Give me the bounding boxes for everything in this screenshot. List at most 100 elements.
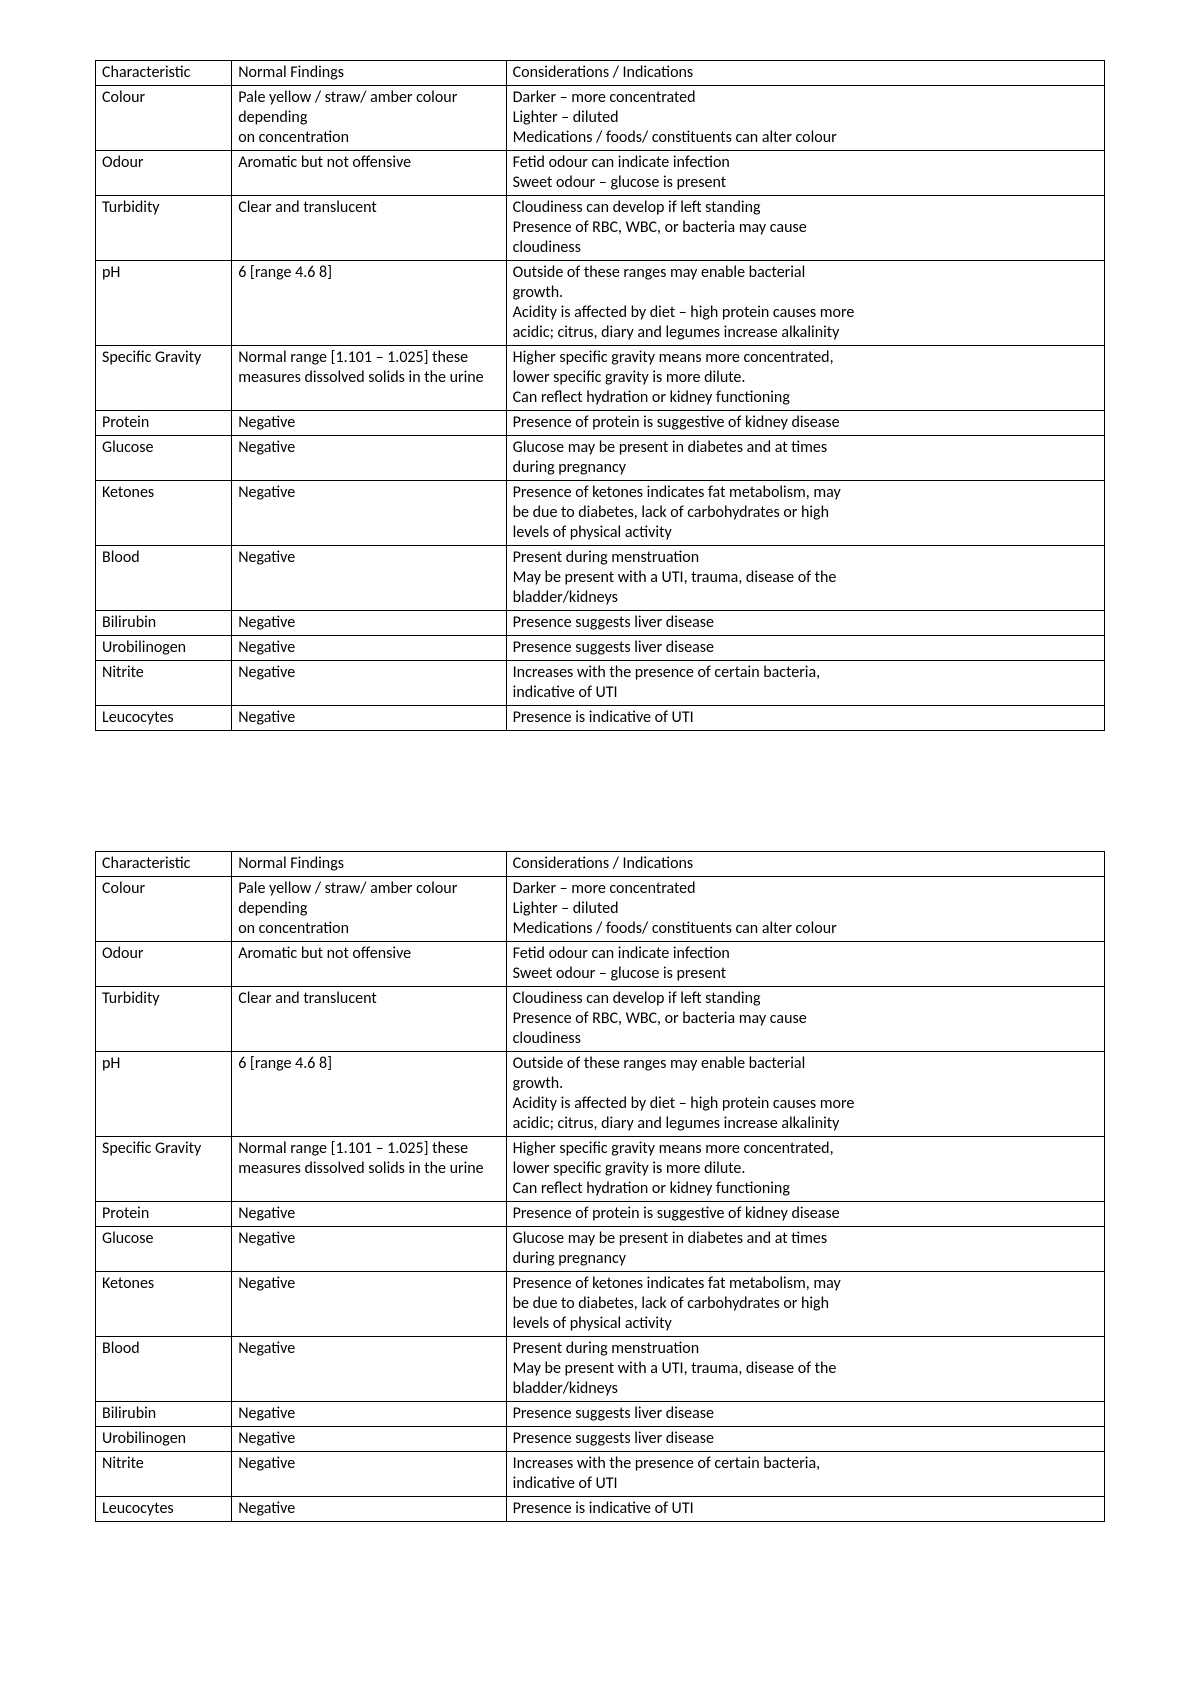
table-cell: Cloudiness can develop if left standingP…: [506, 987, 1104, 1052]
table-cell: Aromatic but not offensive: [232, 942, 506, 987]
table-cell: Negative: [232, 411, 506, 436]
cell-line: Medications / foods/ constituents can al…: [513, 919, 1098, 939]
urinalysis-table-2: CharacteristicNormal FindingsConsiderati…: [95, 851, 1105, 1522]
table-cell: Leucocytes: [96, 706, 232, 731]
table-cell: Blood: [96, 546, 232, 611]
cell-line: levels of physical activity: [513, 1314, 1098, 1334]
cell-line: be due to diabetes, lack of carbohydrate…: [513, 503, 1098, 523]
cell-line: Negative: [238, 1429, 499, 1449]
cell-line: Presence suggests liver disease: [513, 638, 1098, 658]
cell-line: Presence of ketones indicates fat metabo…: [513, 1274, 1098, 1294]
table-cell: Negative: [232, 661, 506, 706]
cell-line: Negative: [238, 1204, 499, 1224]
table-row: NitriteNegativeIncreases with the presen…: [96, 1452, 1105, 1497]
table-row: Leucocytes Negative Presence is indicative…: [96, 706, 1105, 731]
table-cell: Negative: [232, 611, 506, 636]
cell-line: bladder/kidneys: [513, 588, 1098, 608]
cell-line: Lighter – diluted: [513, 899, 1098, 919]
table-cell: Presence suggests liver disease: [506, 1427, 1104, 1452]
table-cell: Leucocytes: [96, 1497, 232, 1522]
cell-line: acidic; citrus, diary and legumes increa…: [513, 323, 1098, 343]
table-cell: Fetid odour can indicate infectionSweet …: [506, 151, 1104, 196]
table-cell: Clear and translucent: [232, 196, 506, 261]
table-cell: Colour: [96, 877, 232, 942]
cell-line: Ketones: [102, 1274, 225, 1294]
table-cell: pH: [96, 1052, 232, 1137]
table-cell: Blood: [96, 1337, 232, 1402]
cell-line: Presence suggests liver disease: [513, 1429, 1098, 1449]
table-cell: pH: [96, 261, 232, 346]
cell-line: Acidity is affected by diet – high prote…: [513, 303, 1098, 323]
cell-line: Outside of these ranges may enable bacte…: [513, 263, 1098, 283]
cell-line: Pale yellow / straw/ amber colour depend…: [238, 88, 499, 128]
table-cell: Cloudiness can develop if left standingP…: [506, 196, 1104, 261]
table-cell: Presence is indicative of UTI: [506, 1497, 1104, 1522]
cell-line: Negative: [238, 548, 499, 568]
table-cell: Specific Gravity: [96, 1137, 232, 1202]
cell-line: May be present with a UTI, trauma, disea…: [513, 1359, 1098, 1379]
column-header: Normal Findings: [232, 61, 506, 86]
cell-line: Normal range [1.101 – 1.025] these: [238, 1139, 499, 1159]
cell-line: on concentration: [238, 919, 499, 939]
table-cell: Specific Gravity: [96, 346, 232, 411]
table-row: Specific Gravity Normal range [1.101 – 1.…: [96, 1137, 1105, 1202]
table-row: GlucoseNegativeGlucose may be present in…: [96, 1227, 1105, 1272]
cell-line: acidic; citrus, diary and legumes increa…: [513, 1114, 1098, 1134]
table-cell: Presence suggests liver disease: [506, 611, 1104, 636]
table-cell: Colour: [96, 86, 232, 151]
table-cell: Negative: [232, 636, 506, 661]
cell-line: levels of physical activity: [513, 523, 1098, 543]
table-row: ColourPale yellow / straw/ amber colour …: [96, 877, 1105, 942]
table-cell: Urobilinogen: [96, 636, 232, 661]
urinalysis-table-1: CharacteristicNormal FindingsConsiderati…: [95, 60, 1105, 731]
cell-line: Can reflect hydration or kidney function…: [513, 388, 1098, 408]
cell-line: Sweet odour – glucose is present: [513, 173, 1098, 193]
cell-line: Negative: [238, 1274, 499, 1294]
table-cell: Glucose may be present in diabetes and a…: [506, 436, 1104, 481]
cell-line: Leucocytes: [102, 708, 225, 728]
cell-line: Negative: [238, 438, 499, 458]
table-cell: Odour: [96, 151, 232, 196]
cell-line: Glucose: [102, 438, 225, 458]
table-row: OdourAromatic but not offensiveFetid odo…: [96, 151, 1105, 196]
table-row: Glucose Negative Glucose may be present in…: [96, 436, 1105, 481]
table-row: Specific GravityNormal range [1.101 – 1.…: [96, 346, 1105, 411]
cell-line: Nitrite: [102, 1454, 225, 1474]
table-cell: Negative: [232, 546, 506, 611]
table-header-row: CharacteristicNormal FindingsConsiderati…: [96, 852, 1105, 877]
table-cell: Glucose may be present in diabetes and a…: [506, 1227, 1104, 1272]
cell-line: Nitrite: [102, 663, 225, 683]
table-cell: Fetid odour can indicate infectionSweet …: [506, 942, 1104, 987]
cell-line: lower specific gravity is more dilute.: [513, 368, 1098, 388]
cell-line: Blood: [102, 1339, 225, 1359]
cell-line: Darker – more concentrated: [513, 88, 1098, 108]
cell-line: Present during menstruation: [513, 1339, 1098, 1359]
table-cell: Present during menstruationMay be presen…: [506, 546, 1104, 611]
table-cell: Darker – more concentratedLighter – dilu…: [506, 86, 1104, 151]
table-cell: Presence of ketones indicates fat metabo…: [506, 481, 1104, 546]
cell-line: Glucose may be present in diabetes and a…: [513, 1229, 1098, 1249]
cell-line: Turbidity: [102, 989, 225, 1009]
cell-line: Aromatic but not offensive: [238, 944, 499, 964]
table-cell: Pale yellow / straw/ amber colour depend…: [232, 877, 506, 942]
cell-line: Increases with the presence of certain b…: [513, 663, 1098, 683]
cell-line: Cloudiness can develop if left standing: [513, 989, 1098, 1009]
cell-line: Negative: [238, 638, 499, 658]
cell-line: Negative: [238, 663, 499, 683]
cell-line: Clear and translucent: [238, 989, 499, 1009]
cell-line: Odour: [102, 153, 225, 173]
cell-line: indicative of UTI: [513, 683, 1098, 703]
table-cell: Negative: [232, 706, 506, 731]
table-cell: Negative: [232, 1272, 506, 1337]
table-cell: Protein: [96, 1202, 232, 1227]
cell-line: Presence is indicative of UTI: [513, 708, 1098, 728]
cell-line: Negative: [238, 613, 499, 633]
cell-line: Increases with the presence of certain b…: [513, 1454, 1098, 1474]
cell-line: be due to diabetes, lack of carbohydrate…: [513, 1294, 1098, 1314]
table-cell: Increases with the presence of certain b…: [506, 1452, 1104, 1497]
cell-line: Presence of RBC, WBC, or bacteria may ca…: [513, 218, 1098, 238]
table-cell: Turbidity: [96, 196, 232, 261]
cell-line: during pregnancy: [513, 458, 1098, 478]
cell-line: Presence suggests liver disease: [513, 1404, 1098, 1424]
cell-line: Presence of protein is suggestive of kid…: [513, 413, 1098, 433]
